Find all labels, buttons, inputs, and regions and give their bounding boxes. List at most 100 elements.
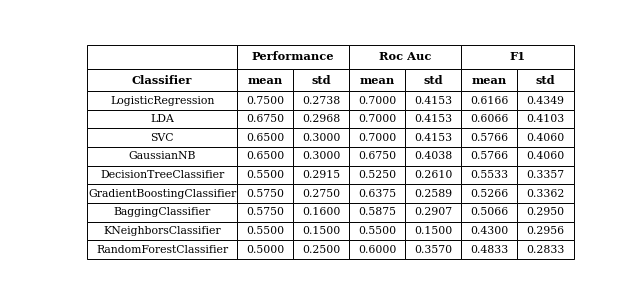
Text: 0.2589: 0.2589 [414, 189, 452, 199]
Text: 0.5766: 0.5766 [470, 133, 508, 143]
Text: 0.2950: 0.2950 [527, 207, 564, 217]
Bar [88, 203, 237, 222]
Bar [517, 166, 573, 184]
Text: 0.5250: 0.5250 [358, 170, 396, 180]
Text: DecisionTreeClassifier: DecisionTreeClassifier [100, 170, 224, 180]
Bar [405, 110, 461, 128]
Text: 0.2968: 0.2968 [302, 114, 340, 124]
Bar [405, 91, 461, 110]
Text: 0.3000: 0.3000 [302, 152, 340, 161]
Bar [293, 222, 349, 240]
Bar [237, 166, 293, 184]
Bar [405, 128, 461, 147]
Text: 0.1500: 0.1500 [414, 226, 452, 236]
Bar [517, 203, 573, 222]
Bar [349, 147, 405, 166]
Text: 0.5266: 0.5266 [470, 189, 509, 199]
Bar [88, 45, 237, 69]
Text: std: std [536, 75, 556, 86]
Bar [349, 110, 405, 128]
Text: 0.2738: 0.2738 [302, 96, 340, 106]
Bar [405, 69, 461, 91]
Bar [461, 203, 517, 222]
Bar [88, 184, 237, 203]
Bar [237, 184, 293, 203]
Text: std: std [424, 75, 443, 86]
Bar [461, 91, 517, 110]
Text: RandomForestClassifier: RandomForestClassifier [96, 244, 228, 255]
Bar [88, 69, 237, 91]
Text: 0.6166: 0.6166 [470, 96, 509, 106]
Bar [237, 69, 293, 91]
Text: 0.3000: 0.3000 [302, 133, 340, 143]
Bar [405, 203, 461, 222]
Bar [405, 240, 461, 259]
Bar [237, 110, 293, 128]
Bar [405, 166, 461, 184]
Text: 0.4153: 0.4153 [414, 133, 452, 143]
Text: 0.5000: 0.5000 [246, 244, 284, 255]
Text: 0.4153: 0.4153 [414, 114, 452, 124]
Text: 0.7000: 0.7000 [358, 133, 396, 143]
Bar [293, 110, 349, 128]
Text: 0.4060: 0.4060 [526, 152, 564, 161]
Text: 0.6066: 0.6066 [470, 114, 509, 124]
Text: 0.2610: 0.2610 [414, 170, 452, 180]
Bar [461, 240, 517, 259]
Text: BaggingClassifier: BaggingClassifier [113, 207, 211, 217]
Text: 0.1500: 0.1500 [302, 226, 340, 236]
Text: 0.5066: 0.5066 [470, 207, 509, 217]
Text: 0.1600: 0.1600 [302, 207, 340, 217]
Bar [237, 240, 293, 259]
Text: 0.4153: 0.4153 [414, 96, 452, 106]
Text: 0.6750: 0.6750 [358, 152, 396, 161]
Text: 0.2750: 0.2750 [302, 189, 340, 199]
Bar [237, 91, 293, 110]
Bar [517, 110, 573, 128]
Text: 0.5533: 0.5533 [470, 170, 508, 180]
Text: 0.4038: 0.4038 [414, 152, 452, 161]
Text: 0.5766: 0.5766 [470, 152, 508, 161]
Bar [237, 203, 293, 222]
Bar [349, 184, 405, 203]
Bar [461, 45, 573, 69]
Text: 0.7000: 0.7000 [358, 114, 396, 124]
Text: 0.3570: 0.3570 [414, 244, 452, 255]
Bar [461, 166, 517, 184]
Bar [88, 240, 237, 259]
Bar [349, 69, 405, 91]
Text: KNeighborsClassifier: KNeighborsClassifier [103, 226, 221, 236]
Bar [293, 203, 349, 222]
Text: mean: mean [472, 75, 507, 86]
Bar [293, 166, 349, 184]
Text: 0.2833: 0.2833 [526, 244, 564, 255]
Text: 0.2500: 0.2500 [302, 244, 340, 255]
Bar [349, 128, 405, 147]
Text: 0.2907: 0.2907 [414, 207, 452, 217]
Text: 0.7000: 0.7000 [358, 96, 396, 106]
Text: mean: mean [360, 75, 395, 86]
Bar [349, 166, 405, 184]
Text: mean: mean [247, 75, 283, 86]
Text: 0.2956: 0.2956 [527, 226, 564, 236]
Bar [293, 240, 349, 259]
Bar [237, 147, 293, 166]
Bar [461, 110, 517, 128]
Bar [461, 128, 517, 147]
Bar [293, 69, 349, 91]
Bar [461, 184, 517, 203]
Text: 0.3357: 0.3357 [527, 170, 564, 180]
Text: 0.3362: 0.3362 [526, 189, 564, 199]
Bar [237, 45, 349, 69]
Text: 0.5500: 0.5500 [246, 226, 284, 236]
Text: 0.6500: 0.6500 [246, 133, 284, 143]
Bar [405, 222, 461, 240]
Text: SVC: SVC [150, 133, 174, 143]
Bar [517, 222, 573, 240]
Text: 0.5750: 0.5750 [246, 207, 284, 217]
Text: 0.5500: 0.5500 [358, 226, 396, 236]
Bar [293, 128, 349, 147]
Text: 0.4103: 0.4103 [526, 114, 564, 124]
Bar [517, 147, 573, 166]
Bar [517, 69, 573, 91]
